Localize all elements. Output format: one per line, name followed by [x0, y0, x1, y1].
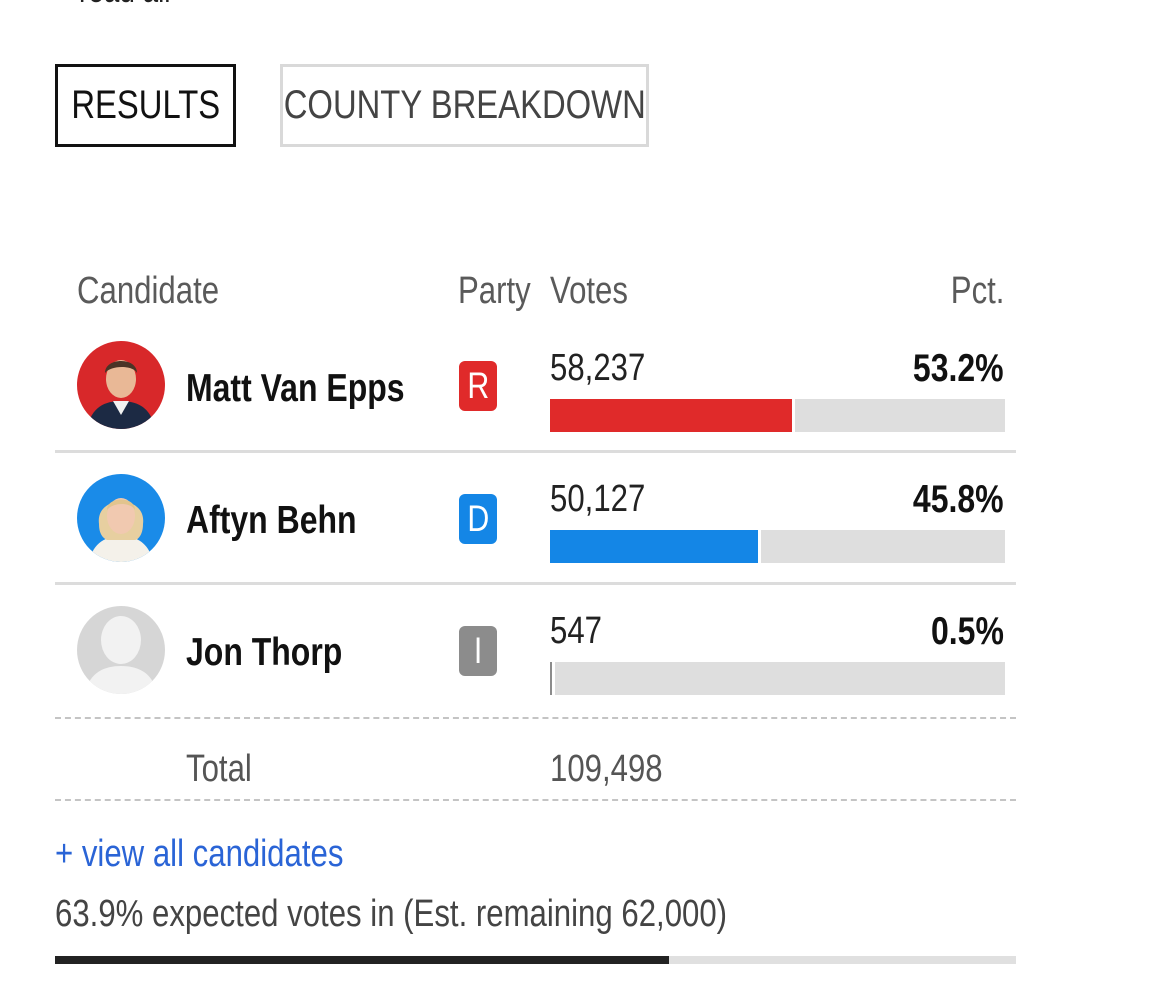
total-bottom-divider — [55, 799, 1016, 801]
expected-votes-bar — [55, 956, 1016, 964]
row-divider — [55, 450, 1016, 453]
party-badge-independent: I — [459, 626, 497, 676]
total-divider — [55, 717, 1016, 719]
expected-votes-fill — [55, 956, 670, 964]
vote-share-bar — [550, 530, 1005, 563]
party-badge-democrat: D — [459, 494, 497, 544]
candidate-name: Matt Van Epps — [186, 367, 405, 410]
header-pct: Pct. — [950, 270, 1004, 312]
total-votes: 109,498 — [550, 748, 663, 790]
vote-share-bar — [550, 399, 1005, 432]
header-candidate: Candidate — [77, 270, 220, 312]
candidate-pct: 45.8% — [913, 478, 1004, 521]
header-votes: Votes — [550, 270, 628, 312]
candidate-photo — [77, 341, 165, 429]
header-party: Party — [458, 270, 531, 312]
total-label: Total — [186, 748, 252, 790]
expected-votes-text: 63.9% expected votes in (Est. remaining … — [55, 893, 728, 935]
vote-share-fill — [550, 662, 556, 695]
row-divider — [55, 582, 1016, 585]
tab-results[interactable]: RESULTS — [55, 64, 236, 147]
placeholder-avatar — [77, 606, 165, 694]
candidate-votes: 547 — [550, 610, 602, 652]
candidate-pct: 53.2% — [913, 347, 1004, 390]
candidate-name: Aftyn Behn — [186, 499, 357, 542]
vote-share-bar — [550, 662, 1005, 695]
vote-share-fill — [550, 399, 796, 432]
candidate-votes: 58,237 — [550, 347, 646, 389]
candidate-photo — [77, 474, 165, 562]
tab-county-breakdown[interactable]: COUNTY BREAKDOWN — [280, 64, 649, 147]
party-badge-republican: R — [459, 361, 497, 411]
vote-share-fill — [550, 530, 762, 563]
candidate-name: Jon Thorp — [186, 631, 343, 674]
read-all-link[interactable]: + read all — [55, 0, 196, 11]
candidate-votes: 50,127 — [550, 478, 646, 520]
view-all-candidates-link[interactable]: + view all candidates — [55, 833, 344, 875]
candidate-pct: 0.5% — [931, 610, 1004, 653]
